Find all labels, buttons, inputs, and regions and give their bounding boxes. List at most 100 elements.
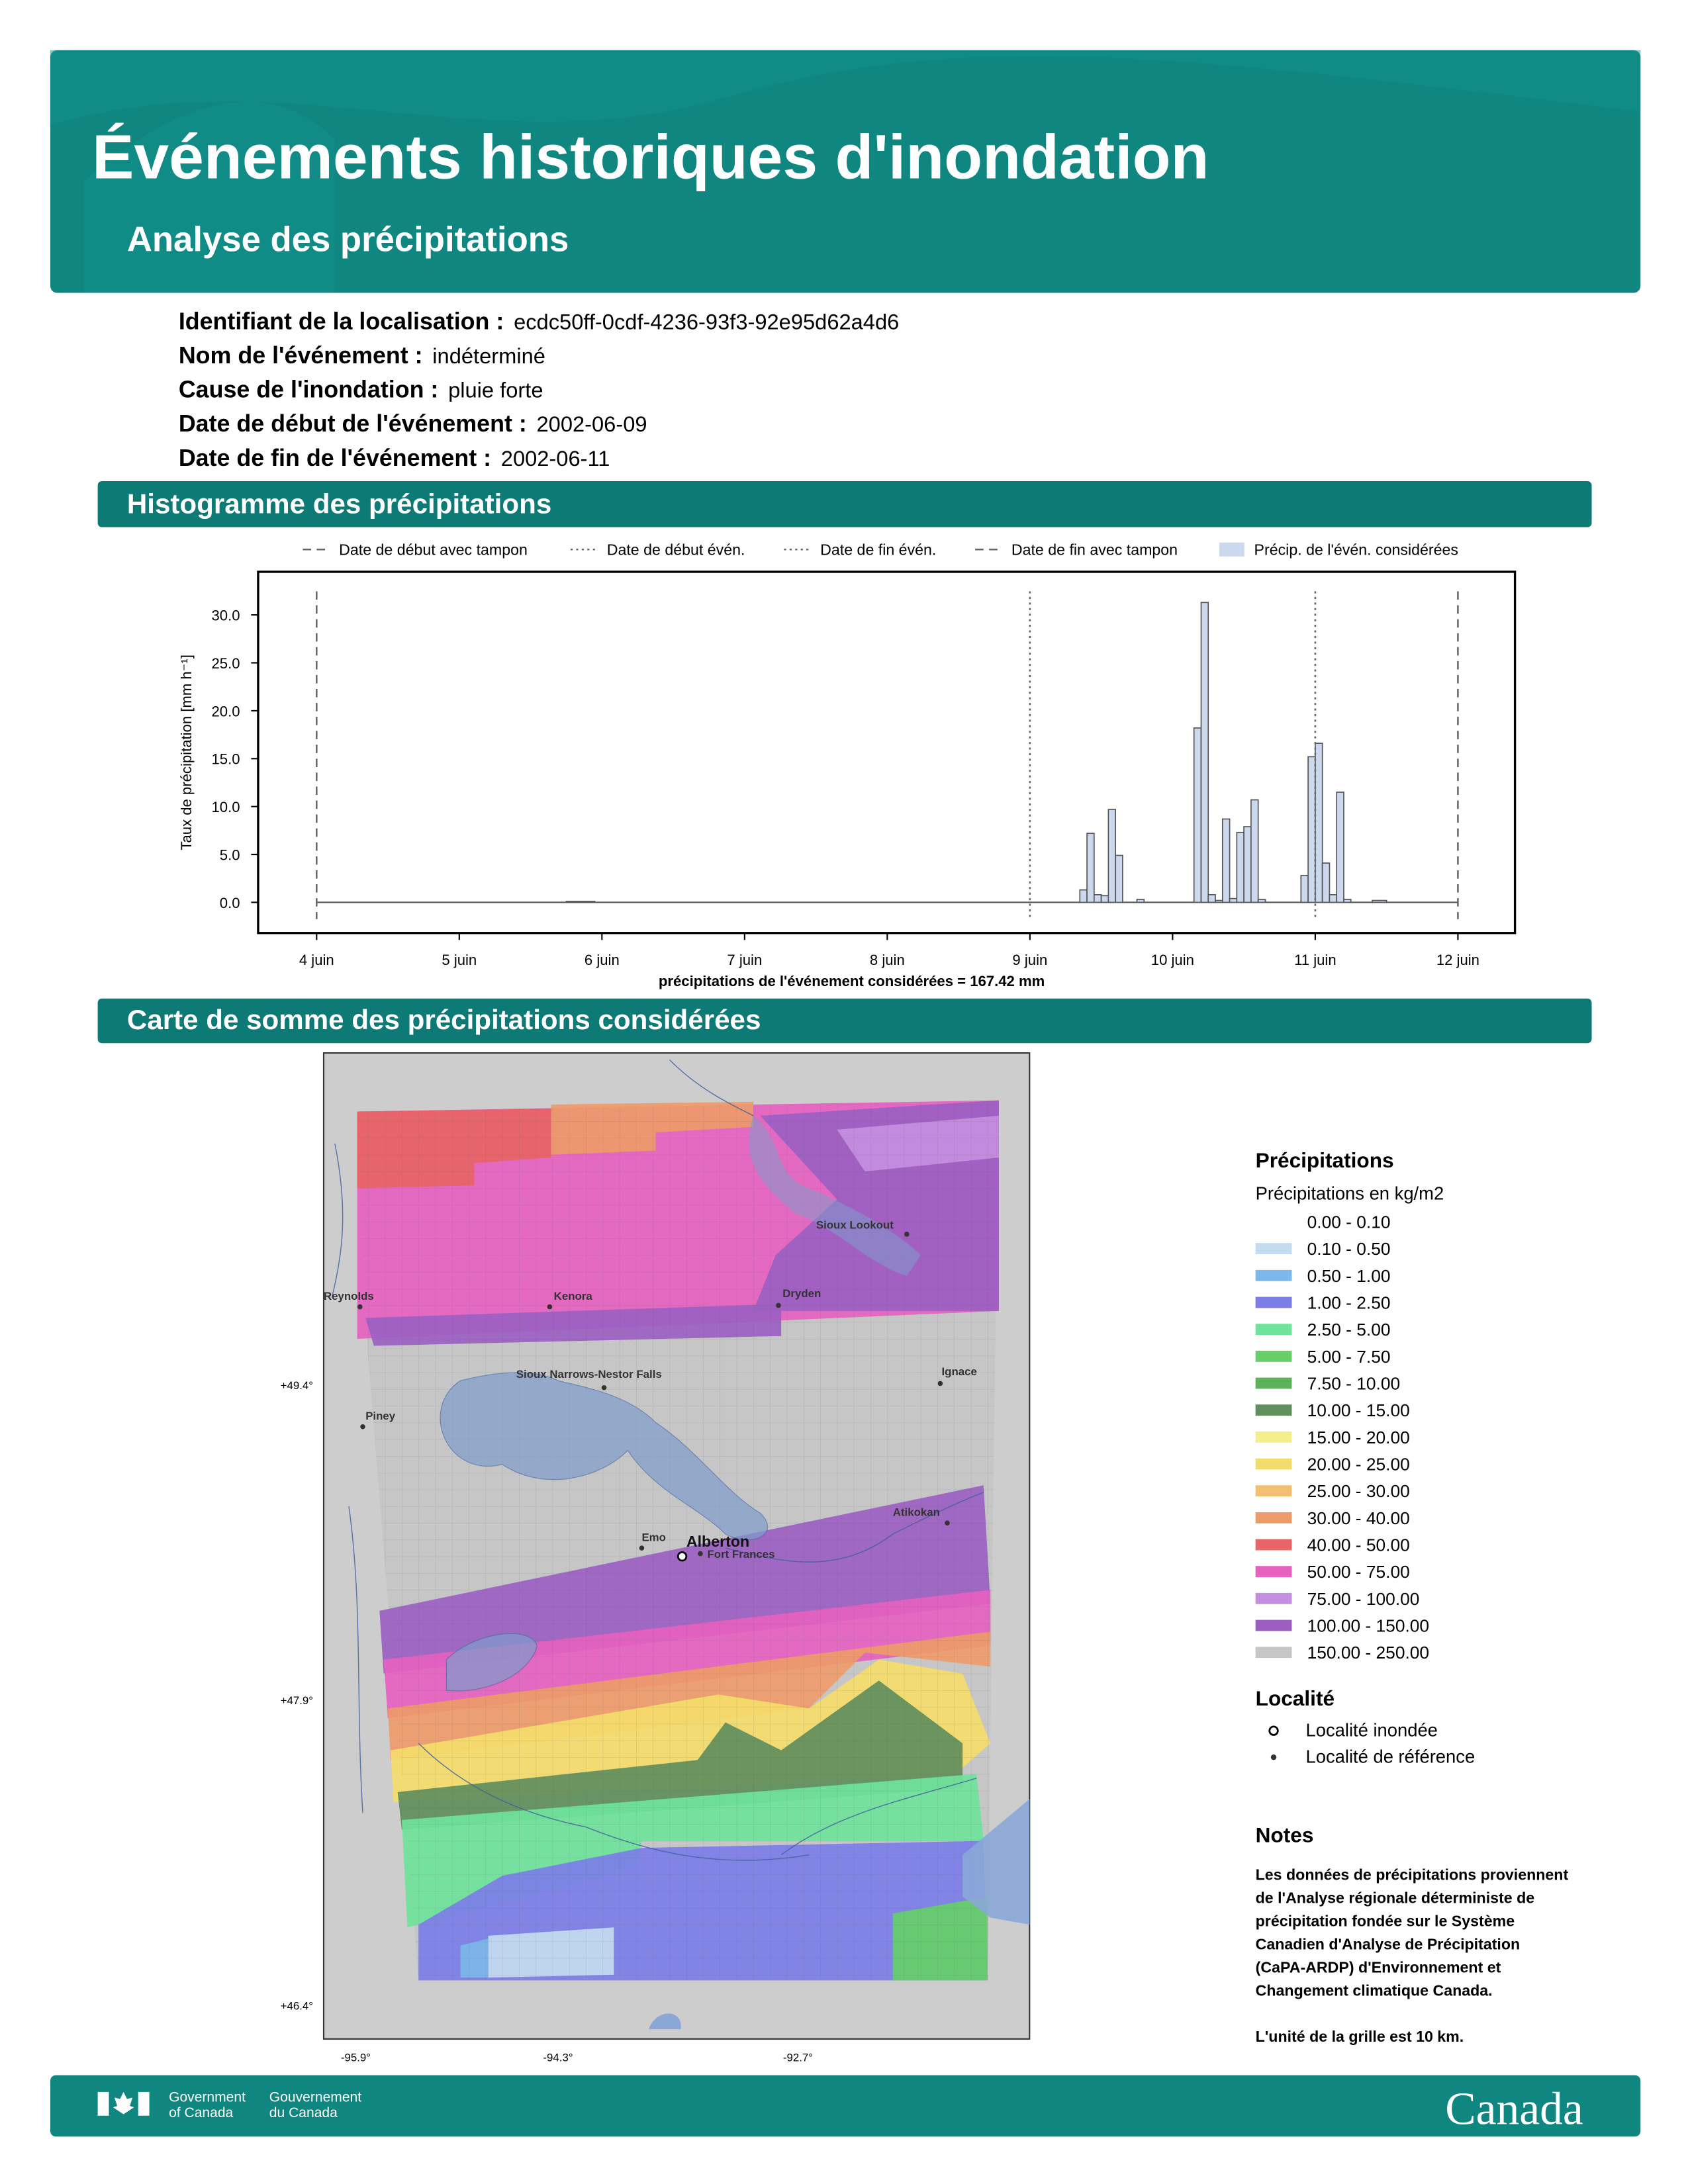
- bar: [1200, 602, 1209, 903]
- section-title: Carte de somme des précipitations consid…: [127, 1004, 761, 1035]
- legend-label: 20.00 - 25.00: [1307, 1454, 1410, 1474]
- y-tick-label: 20.0: [212, 703, 240, 719]
- locality-label: Sioux Lookout: [816, 1219, 894, 1232]
- river: [331, 1143, 344, 1297]
- legend-label: 10.00 - 15.00: [1307, 1400, 1410, 1420]
- bar: [1207, 894, 1216, 903]
- reference-locality: [639, 1545, 645, 1551]
- legend-swatch: [1255, 1485, 1292, 1497]
- bar: [1257, 899, 1266, 903]
- legend-title: Localité: [1256, 1686, 1335, 1710]
- legend-swatch: [1255, 1592, 1292, 1604]
- x-tick-label: 7 juin: [727, 952, 762, 968]
- bar: [565, 901, 596, 903]
- legend-flooded: [1268, 1725, 1279, 1736]
- lon-label: -95.9°: [341, 2052, 371, 2064]
- legend-label: 0.00 - 0.10: [1307, 1212, 1391, 1232]
- section-band: [97, 481, 1592, 527]
- lake: [962, 1799, 1030, 1925]
- legend-label: 0.50 - 1.00: [1307, 1266, 1391, 1286]
- legend-swatch: [1255, 1647, 1292, 1659]
- flag-leaf: [113, 2091, 134, 2115]
- legend-label: 100.00 - 150.00: [1307, 1616, 1429, 1636]
- bar: [1215, 899, 1223, 903]
- river: [348, 1506, 363, 1813]
- legend-label: 0.10 - 0.50: [1307, 1239, 1391, 1259]
- header-logo: [83, 101, 335, 293]
- x-tick-label: 9 juin: [1012, 952, 1047, 968]
- legend-swatch: [1255, 1324, 1292, 1336]
- gov-fr: du Canada: [269, 2105, 338, 2120]
- legend-label: 30.00 - 40.00: [1307, 1508, 1410, 1528]
- notes-line: précipitation fondée sur le Système: [1256, 1913, 1515, 1930]
- bar: [1343, 899, 1352, 903]
- locality-label: Ignace: [942, 1365, 977, 1378]
- grid-cells: [357, 1100, 999, 1981]
- river: [780, 1778, 977, 1856]
- legend-subtitle: Précipitations en kg/m2: [1256, 1183, 1444, 1203]
- lake: [440, 1372, 769, 1541]
- legend-label: 150.00 - 250.00: [1307, 1643, 1429, 1662]
- legend-label: Précip. de l'évén. considérées: [1254, 541, 1458, 559]
- y-tick-label: 5.0: [220, 846, 240, 863]
- histogram: 4 juin 5 juin 6 juin 7 juin 8 juin 9 juin 10 j…: [178, 541, 1517, 989]
- lon-label: -94.3°: [543, 2052, 573, 2064]
- reference-locality: [945, 1520, 950, 1525]
- river: [669, 1060, 754, 1116]
- legend-label: 15.00 - 20.00: [1307, 1428, 1410, 1447]
- river: [418, 1743, 810, 1861]
- legend-label: 2.50 - 5.00: [1307, 1320, 1391, 1340]
- reference-locality: [547, 1304, 553, 1310]
- locality-label: Emo: [641, 1531, 666, 1544]
- legend-swatch: [1255, 1350, 1292, 1362]
- bar: [1107, 809, 1117, 903]
- locality-label: Dryden: [782, 1287, 821, 1300]
- section-band: [97, 998, 1592, 1044]
- gov-en: of Canada: [169, 2105, 233, 2120]
- flooded-label: Alberton: [686, 1533, 749, 1550]
- legend-swatch: [1255, 1243, 1292, 1255]
- bar: [1221, 818, 1231, 903]
- bar: [1079, 889, 1088, 903]
- info-value: ecdc50ff-0cdf-4236-93f3-92e95d62a4d6: [514, 309, 899, 334]
- notes-title: Notes: [1256, 1823, 1314, 1847]
- bar: [1236, 831, 1244, 903]
- legend-swatch: [1255, 1377, 1292, 1389]
- legend-label: 1.00 - 2.50: [1307, 1293, 1391, 1312]
- flooded-locality: [677, 1551, 688, 1562]
- locality-label: Atikokan: [893, 1506, 940, 1519]
- y-tick-label: 25.0: [212, 655, 240, 672]
- legend-title: Précipitations: [1256, 1148, 1394, 1172]
- legend-label: 50.00 - 75.00: [1307, 1562, 1410, 1582]
- legend-swatch: [1255, 1458, 1292, 1470]
- info-line: Date de début de l'événement : 2002-06-09: [179, 410, 647, 437]
- map: Sioux Lookout Reynolds Kenora Dryden Sioux N…: [281, 1052, 1031, 2064]
- y-axis-label: Taux de précipitation [mm h⁻¹]: [178, 655, 195, 850]
- locality-label: Reynolds: [324, 1290, 374, 1302]
- reference-locality: [776, 1302, 781, 1308]
- notes: Notes Les données de précipitations provi…: [1256, 1823, 1569, 2045]
- legend-swatch: [1255, 1404, 1292, 1416]
- locality-label: Sioux Narrows-Nestor Falls: [516, 1368, 662, 1381]
- section-title: Histogramme des précipitations: [127, 488, 551, 519]
- lat-label: +49.4°: [281, 1379, 313, 1392]
- notes-line: Les données de précipitations proviennen…: [1256, 1866, 1569, 1884]
- bar: [1093, 894, 1102, 903]
- bar: [1243, 826, 1252, 903]
- legend-label: Date de début évén.: [607, 541, 745, 559]
- info-label: Nom de l'événement :: [179, 342, 423, 369]
- legend-swatch: [1255, 1512, 1292, 1524]
- bar: [1100, 895, 1109, 903]
- flag-bar: [97, 2091, 109, 2116]
- y-tick-label: 30.0: [212, 608, 240, 624]
- y-tick-label: 15.0: [212, 751, 240, 768]
- river: [725, 1492, 984, 1563]
- lon-label: -92.7°: [783, 2052, 813, 2064]
- gov-fr: Gouvernement: [269, 2090, 361, 2105]
- title: Événements historiques d'inondation: [92, 122, 1209, 193]
- bar: [1115, 854, 1123, 903]
- y-tick-label: 0.0: [220, 895, 240, 911]
- legend-label: Date de début avec tampon: [339, 541, 528, 559]
- legend-swatch: [1255, 1619, 1292, 1631]
